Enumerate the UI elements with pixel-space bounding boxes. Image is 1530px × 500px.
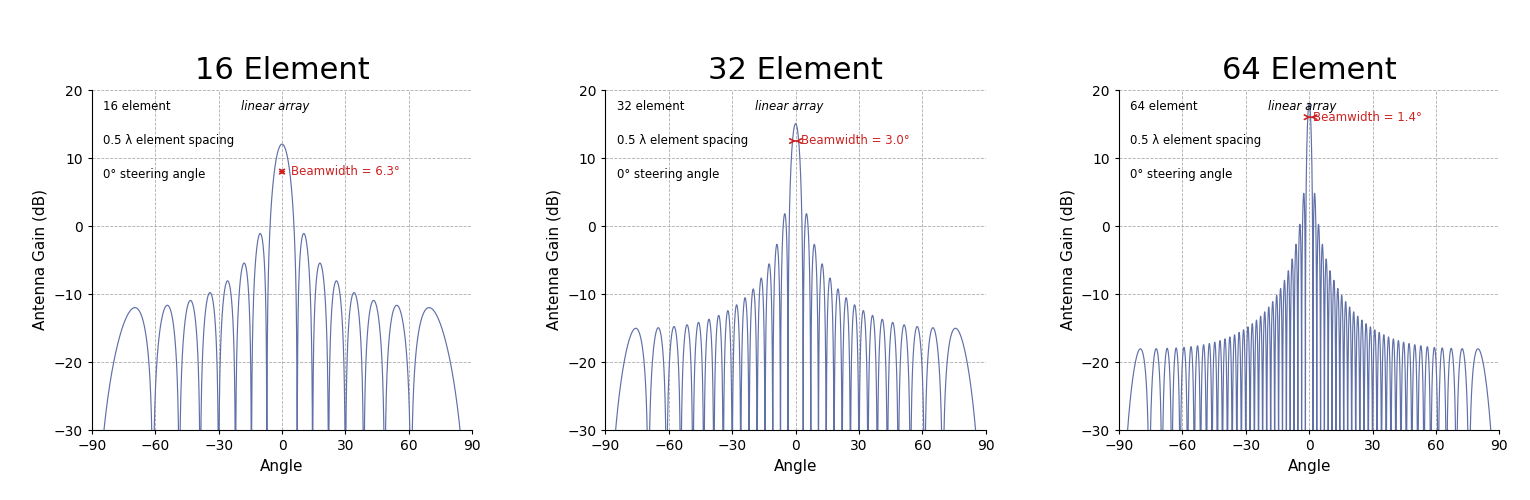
X-axis label: Angle: Angle — [774, 458, 817, 473]
Text: 0.5 λ element spacing: 0.5 λ element spacing — [617, 134, 748, 147]
X-axis label: Angle: Angle — [260, 458, 304, 473]
Text: Beamwidth = 6.3°: Beamwidth = 6.3° — [291, 165, 399, 178]
Text: linear array: linear array — [1268, 100, 1337, 113]
Text: linear array: linear array — [754, 100, 823, 113]
Y-axis label: Antenna Gain (dB): Antenna Gain (dB) — [1060, 190, 1076, 330]
Y-axis label: Antenna Gain (dB): Antenna Gain (dB) — [34, 190, 47, 330]
Text: 0° steering angle: 0° steering angle — [1131, 168, 1233, 181]
Title: 16 Element: 16 Element — [194, 56, 369, 85]
X-axis label: Angle: Angle — [1287, 458, 1331, 473]
Title: 64 Element: 64 Element — [1222, 56, 1397, 85]
Text: 32 element: 32 element — [617, 100, 688, 113]
Y-axis label: Antenna Gain (dB): Antenna Gain (dB) — [546, 190, 562, 330]
Text: 0° steering angle: 0° steering angle — [617, 168, 719, 181]
Text: Beamwidth = 1.4°: Beamwidth = 1.4° — [1313, 110, 1421, 124]
Text: Beamwidth = 3.0°: Beamwidth = 3.0° — [800, 134, 909, 147]
Text: linear array: linear array — [242, 100, 309, 113]
Text: 0° steering angle: 0° steering angle — [103, 168, 205, 181]
Text: 0.5 λ element spacing: 0.5 λ element spacing — [1131, 134, 1262, 147]
Text: 64 element: 64 element — [1131, 100, 1201, 113]
Text: 16 element: 16 element — [103, 100, 174, 113]
Title: 32 Element: 32 Element — [708, 56, 883, 85]
Text: 0.5 λ element spacing: 0.5 λ element spacing — [103, 134, 234, 147]
